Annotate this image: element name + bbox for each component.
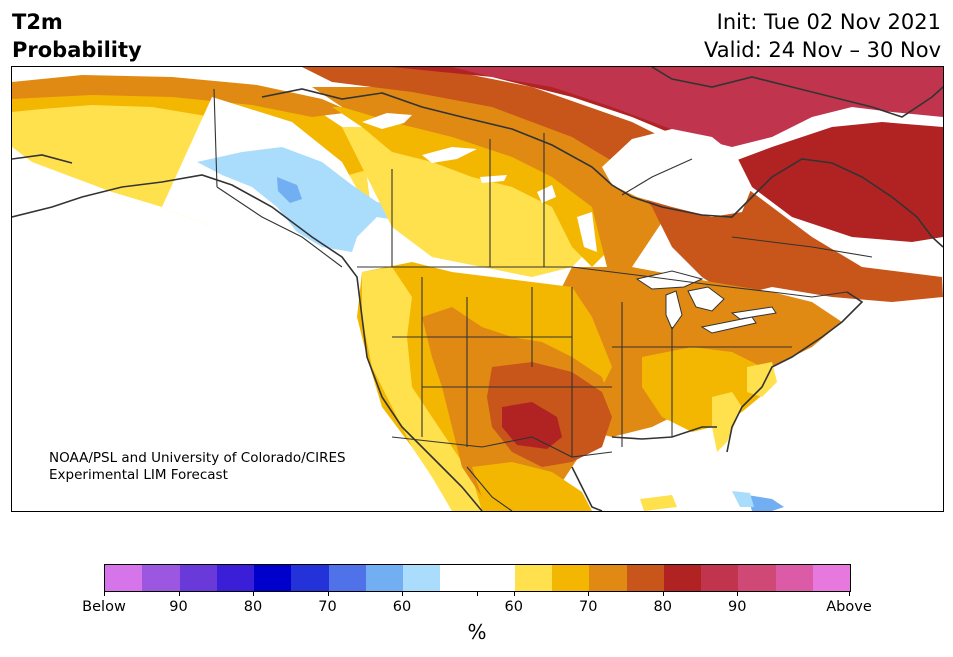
colorbar-unit: % [467,620,487,644]
valid-range: Valid: 24 Nov – 30 Nov [704,38,941,62]
colorbar-tick-label: 90 [728,599,747,615]
colorbar-tick [476,591,478,596]
colorbar-segment [589,565,627,591]
colorbar-segment [775,565,813,591]
title-variable: T2m [12,10,63,34]
coastlines [12,67,943,511]
colorbar-segment [179,565,217,591]
colorbar-tick-label: 80 [653,599,672,615]
colorbar-tick [662,591,664,596]
region-arctic-crimson [452,67,943,147]
region-alaska-orange [12,75,352,117]
region-east-canada-red [392,67,943,242]
colorbar-segment [403,565,441,591]
colorbar-segment [440,565,478,591]
colorbar-tick-label: 60 [392,599,412,615]
region-mexico-gold [472,462,592,511]
colorbar-tick [253,591,254,596]
colorbar-segment [365,565,403,591]
map-title: T2m Probability [12,8,142,64]
colorbar-segment [738,565,776,591]
colorbar-tick-label: 70 [579,599,598,615]
colorbar-tick-label: 80 [243,599,263,615]
region-texas-red [502,402,562,449]
colorbar-segment [291,565,329,591]
colorbar-segment [701,565,739,591]
forecast-credit: NOAA/PSL and University of Colorado/CIRE… [49,450,346,484]
colorbar-tick [104,591,105,596]
forecast-dates: Init: Tue 02 Nov 2021 Valid: 24 Nov – 30… [704,8,941,64]
colorbar-segment [626,565,664,591]
colorbar-segment [254,565,292,591]
colorbar-tick [737,591,739,596]
title-metric: Probability [12,38,142,62]
region-caribbean-light-blue [732,491,754,507]
colorbar-segment [514,565,552,591]
credit-line-2: Experimental LIM Forecast [49,467,228,483]
colorbar-tick [849,591,850,596]
map-canvas [12,67,943,511]
probability-colorbar [104,564,851,592]
colorbar-segment [328,565,366,591]
colorbar-tick-label: 90 [169,599,188,615]
great-lakes [635,270,777,334]
colorbar-tick-label: 60 [504,599,523,615]
colorbar-tick [588,591,590,596]
colorbar-segment [812,565,850,591]
colorbar-tick [327,591,329,596]
hudson-bay [602,129,752,217]
region-caribbean-yellow [640,495,677,511]
region-west-us-yellow [362,267,482,511]
credit-line-1: NOAA/PSL and University of Colorado/CIRE… [49,450,346,466]
colorbar-tick [178,591,180,596]
canadian-lakes [362,113,597,252]
colorbar-segment [552,565,590,591]
forecast-map [11,66,944,512]
region-florida-yellow [712,392,742,452]
colorbar-tick-label: Above [826,599,872,615]
region-caribbean-blue [747,495,784,511]
colorbar-tick [402,591,403,596]
colorbar-segment [105,565,143,591]
colorbar-segment [663,565,701,591]
political-borders [213,88,873,511]
colorbar-segment [477,565,515,591]
region-below-blue [277,177,302,203]
colorbar-segment [216,565,254,591]
region-below-light-blue [197,147,414,252]
colorbar-tick-label: 70 [318,599,337,615]
colorbar-segment [142,565,180,591]
init-date: Init: Tue 02 Nov 2021 [716,10,941,34]
colorbar-tick [513,591,515,596]
region-central-gold [332,107,632,267]
colorbar-tick-label: Below [82,599,126,615]
